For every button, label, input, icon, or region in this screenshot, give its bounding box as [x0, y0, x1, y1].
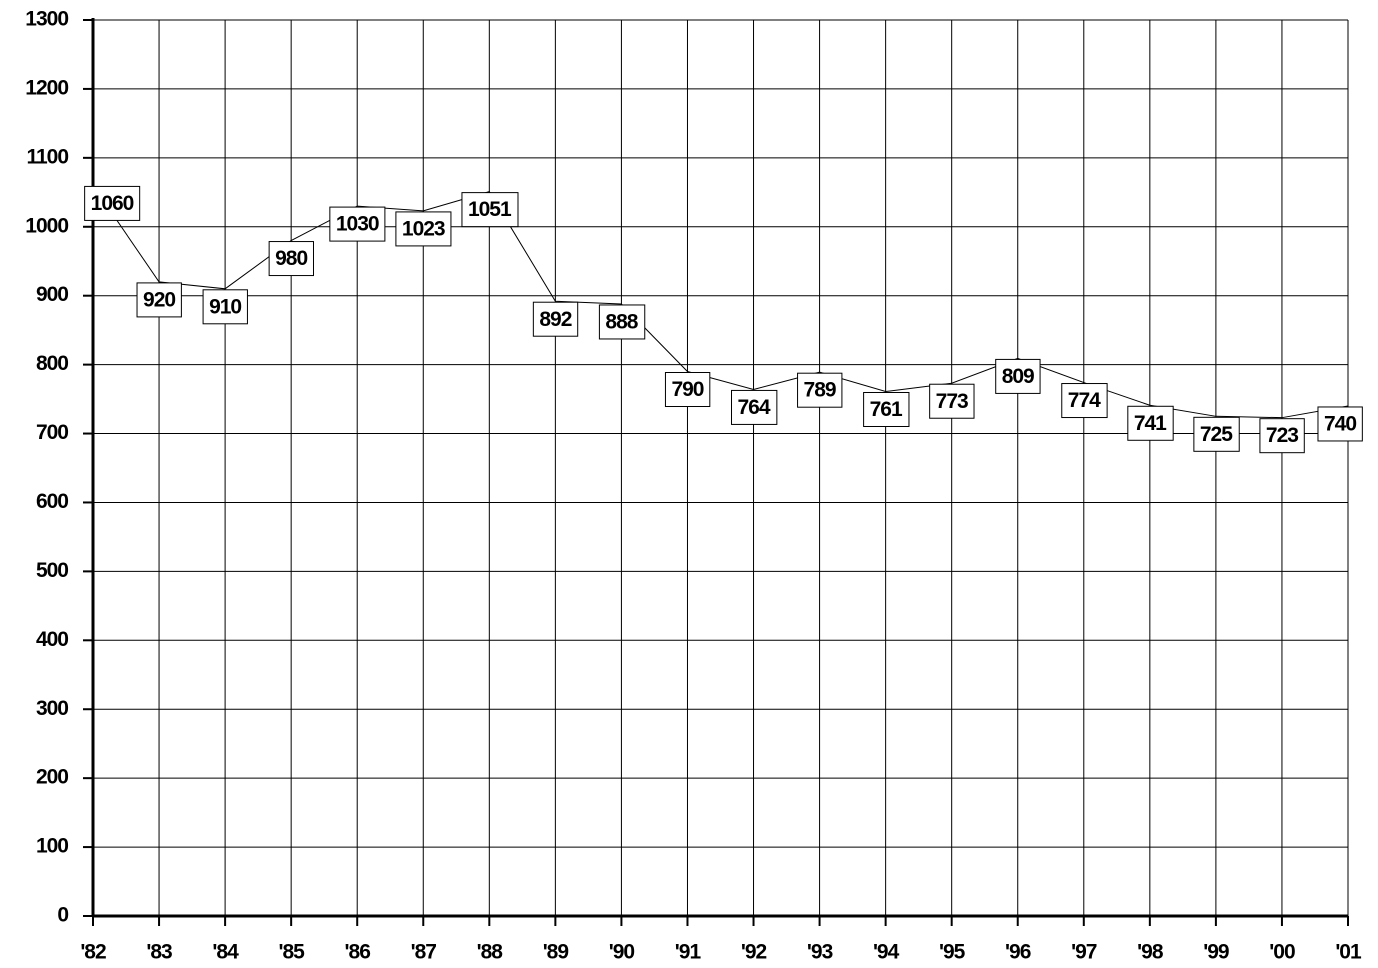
data-label-text: 892 — [539, 308, 571, 331]
data-label: 789 — [797, 372, 843, 408]
y-tick-label: 1200 — [25, 76, 68, 99]
x-tick-label: '01 — [1335, 941, 1362, 964]
data-label-text: 790 — [671, 378, 703, 401]
data-label: 809 — [995, 358, 1041, 394]
data-label-box — [1259, 418, 1305, 454]
data-label-text: 1060 — [91, 192, 134, 215]
y-tick-label: 600 — [36, 490, 68, 513]
x-tick-label: '99 — [1203, 941, 1229, 964]
y-tick-label: 200 — [36, 766, 68, 789]
y-tick-label: 300 — [36, 697, 68, 720]
data-label-box — [797, 372, 843, 408]
y-tick-label: 900 — [36, 283, 68, 306]
data-label-text: 920 — [143, 288, 175, 311]
data-label-text: 774 — [1068, 389, 1101, 412]
x-tick-label: '00 — [1269, 941, 1295, 964]
x-tick-label: '89 — [543, 941, 569, 964]
data-label-text: 1030 — [336, 213, 379, 236]
data-label: 764 — [731, 389, 778, 425]
data-label: 725 — [1193, 416, 1240, 452]
x-tick-label: '85 — [278, 941, 305, 964]
x-tick-label: '86 — [345, 941, 371, 964]
x-tick-label: '91 — [675, 941, 702, 964]
data-label-text: 761 — [870, 398, 903, 421]
data-label-text: 910 — [209, 295, 241, 318]
data-label-box — [1193, 416, 1240, 452]
x-tick-label: '93 — [807, 941, 833, 964]
data-label-text: 725 — [1200, 423, 1233, 446]
data-label-text: 1023 — [402, 217, 445, 240]
data-label-text: 980 — [275, 247, 307, 270]
data-label: 761 — [863, 391, 910, 427]
data-label: 723 — [1259, 418, 1305, 454]
x-tick-label: '98 — [1137, 941, 1164, 964]
data-label-text: 773 — [936, 390, 968, 413]
y-tick-label: 1300 — [25, 8, 68, 31]
data-line — [92, 185, 1349, 419]
data-label: 920 — [136, 282, 182, 318]
data-label: 741 — [1127, 405, 1174, 441]
data-label-box — [664, 372, 711, 408]
data-label-box — [995, 358, 1041, 394]
y-tick-label: 700 — [36, 421, 68, 444]
data-label: 1060 — [84, 185, 141, 221]
data-label: 1030 — [329, 206, 386, 242]
data-label-box — [598, 304, 646, 340]
data-label-box — [731, 389, 778, 425]
data-label-text: 723 — [1266, 424, 1298, 447]
data-label: 910 — [202, 289, 248, 325]
x-tick-label: '90 — [609, 941, 635, 964]
y-tick-label: 1100 — [26, 145, 68, 168]
x-tick-label: '84 — [212, 941, 239, 964]
data-label-box — [136, 282, 182, 318]
data-label-text: 741 — [1134, 412, 1167, 435]
data-label-box — [863, 391, 910, 427]
data-label-text: 888 — [605, 311, 638, 334]
y-tick-label: 100 — [36, 835, 68, 858]
y-tick-label: 1000 — [25, 214, 68, 237]
y-tick-label: 400 — [36, 628, 68, 651]
x-tick-label: '87 — [411, 941, 437, 964]
y-tick-label: 500 — [36, 559, 68, 582]
data-label-text: 764 — [738, 396, 771, 419]
data-label-text: 789 — [804, 379, 836, 402]
x-tick-label: '88 — [477, 941, 504, 964]
data-label: 774 — [1061, 383, 1108, 419]
data-label-box — [929, 383, 975, 419]
y-tick-label: 0 — [57, 904, 68, 927]
data-label-box — [532, 301, 579, 337]
x-tick-label: '94 — [873, 941, 900, 964]
data-label: 773 — [929, 383, 975, 419]
x-tick-label: '92 — [741, 941, 767, 964]
data-label-box — [395, 211, 452, 247]
data-label-text: 1051 — [468, 198, 512, 221]
data-label: 790 — [664, 372, 711, 408]
data-label-box — [268, 241, 314, 277]
x-tick-label: '95 — [939, 941, 966, 964]
x-tick-label: '82 — [80, 941, 106, 964]
data-label-box — [1317, 406, 1363, 442]
data-label-box — [84, 185, 141, 221]
data-label-box — [461, 192, 519, 228]
data-label: 888 — [598, 304, 646, 340]
data-label: 1023 — [395, 211, 452, 247]
data-label-text: 740 — [1324, 413, 1356, 436]
data-label-box — [1061, 383, 1108, 419]
y-tick-label: 800 — [36, 352, 68, 375]
data-label: 740 — [1317, 406, 1363, 442]
data-label: 892 — [532, 301, 579, 337]
x-tick-label: '83 — [146, 941, 172, 964]
x-tick-label: '97 — [1071, 941, 1097, 964]
data-label-box — [1127, 405, 1174, 441]
data-label-box — [329, 206, 386, 242]
data-label: 1051 — [461, 192, 519, 228]
x-tick-label: '96 — [1005, 941, 1031, 964]
data-label: 980 — [268, 241, 314, 277]
data-label-box — [202, 289, 248, 325]
data-label-text: 809 — [1002, 365, 1034, 388]
